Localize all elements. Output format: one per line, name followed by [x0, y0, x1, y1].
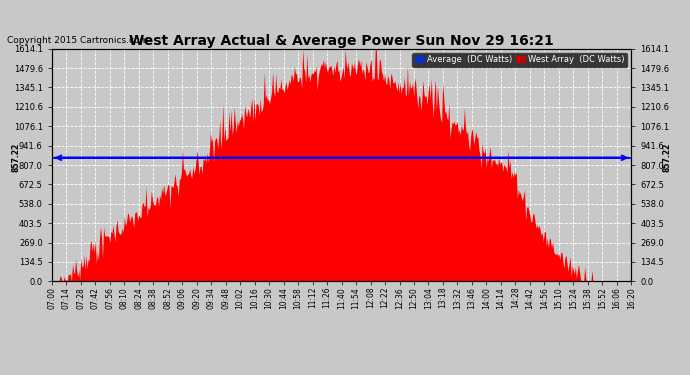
Title: West Array Actual & Average Power Sun Nov 29 16:21: West Array Actual & Average Power Sun No…	[129, 34, 554, 48]
Text: 857.22: 857.22	[663, 143, 672, 172]
Text: Copyright 2015 Cartronics.com: Copyright 2015 Cartronics.com	[7, 36, 148, 45]
Text: 857.22: 857.22	[11, 143, 20, 172]
Legend: Average  (DC Watts), West Array  (DC Watts): Average (DC Watts), West Array (DC Watts…	[412, 53, 627, 67]
